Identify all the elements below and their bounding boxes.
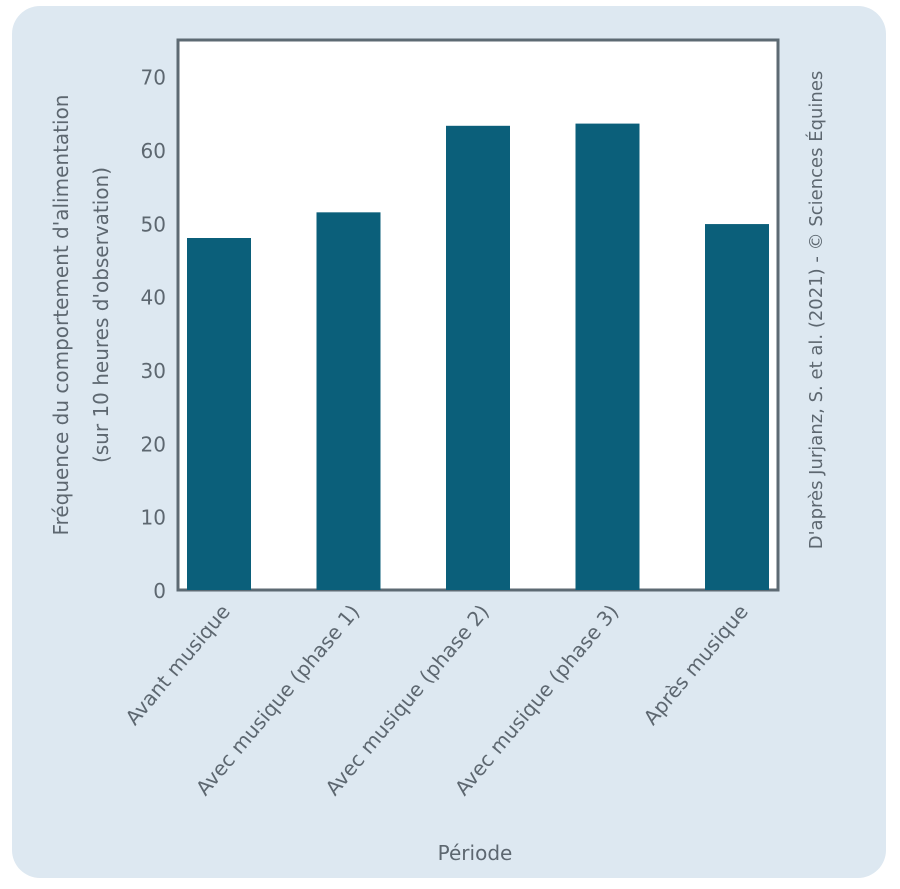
y-tick-label: 0	[153, 579, 166, 603]
y-tick-label: 10	[141, 506, 166, 530]
bar-5	[705, 224, 769, 591]
bar-4	[575, 123, 640, 590]
y-tick-label: 20	[141, 432, 166, 456]
y-tick-label: 30	[141, 359, 166, 383]
y-tick-label: 70	[141, 66, 166, 90]
x-tick-label: Avant musique	[120, 600, 234, 730]
y-axis-label-line1: Fréquence du comportement d'alimentation	[49, 95, 73, 536]
y-tick-label: 40	[141, 286, 166, 310]
x-axis-label: Période	[438, 841, 513, 865]
x-tick-label: Après musique	[639, 600, 753, 730]
y-tick-label: 60	[141, 139, 166, 163]
source-credit: D'après Jurjanz, S. et al. (2021) - © Sc…	[805, 71, 827, 550]
bar-3	[446, 125, 510, 591]
y-axis-label-line2: (sur 10 heures d'observation)	[89, 167, 113, 463]
bar-2	[316, 212, 381, 591]
bar-1	[187, 238, 251, 590]
y-tick-label: 50	[141, 212, 166, 236]
